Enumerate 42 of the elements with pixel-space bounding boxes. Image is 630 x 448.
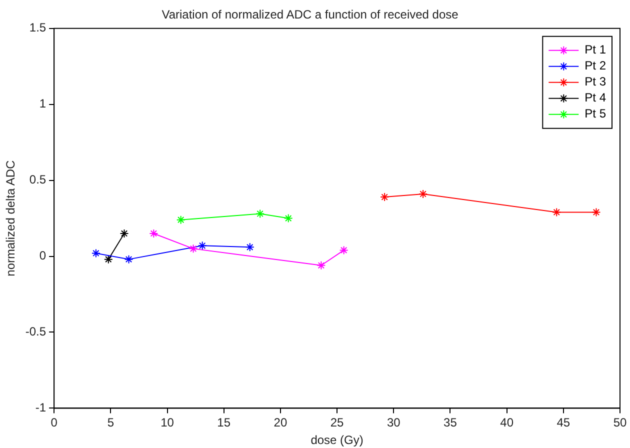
y-tick-label: 1 <box>39 96 46 111</box>
x-tick-label: 20 <box>274 416 288 430</box>
chart-title: Variation of normalized ADC a function of received dose <box>162 8 459 22</box>
x-tick-label: 30 <box>386 416 401 430</box>
point <box>380 192 390 202</box>
y-tick-label: 0 <box>39 248 46 263</box>
point <box>256 209 265 218</box>
y-tick-label: -1 <box>35 400 46 415</box>
point <box>91 248 100 258</box>
legend-label: Pt 2 <box>584 58 606 73</box>
y-tick-label: 1.5 <box>29 20 46 35</box>
point <box>188 244 198 254</box>
x-axis-title: dose (Gy) <box>310 433 364 448</box>
x-tick-label: 40 <box>500 416 514 430</box>
point <box>120 228 129 238</box>
x-tick-label: 50 <box>613 416 627 430</box>
legend-label: Pt 4 <box>584 90 606 105</box>
point <box>176 215 186 224</box>
point <box>284 214 293 223</box>
point <box>418 189 428 198</box>
x-tick-label: 10 <box>160 416 174 430</box>
y-tick-label: -0.5 <box>25 324 46 339</box>
point <box>592 208 601 217</box>
y-axis-title: normalized delta ADC <box>4 160 18 276</box>
point <box>149 228 158 238</box>
x-tick-label: 45 <box>556 416 570 430</box>
x-tick-label: 15 <box>217 416 231 430</box>
x-tick-label: 5 <box>107 416 114 430</box>
legend-label: Pt 5 <box>584 106 606 121</box>
point <box>245 242 254 252</box>
point <box>124 254 134 264</box>
legend-label: Pt 3 <box>584 74 606 89</box>
point <box>316 260 326 270</box>
point <box>339 246 348 255</box>
y-tick-label: 0.5 <box>29 172 46 187</box>
point <box>552 208 562 217</box>
x-tick-label: 35 <box>444 416 458 430</box>
x-tick-label: 0 <box>50 416 58 430</box>
point <box>198 241 207 250</box>
point <box>104 254 113 264</box>
x-tick-label: 25 <box>330 416 344 430</box>
legend-label: Pt 1 <box>584 42 606 57</box>
